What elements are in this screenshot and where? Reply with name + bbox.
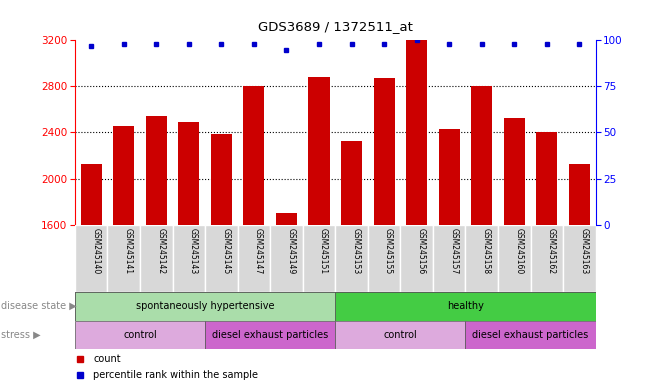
Bar	[531, 225, 563, 292]
Bar	[303, 225, 335, 292]
Text: GSM245143: GSM245143	[189, 228, 198, 274]
Bar	[471, 86, 492, 225]
Text: GSM245163: GSM245163	[579, 228, 589, 274]
Bar	[465, 321, 596, 349]
Text: spontaneously hypertensive: spontaneously hypertensive	[136, 301, 274, 311]
Text: GDS3689 / 1372511_at: GDS3689 / 1372511_at	[258, 20, 413, 33]
Text: GSM245153: GSM245153	[352, 228, 361, 274]
Bar	[498, 225, 531, 292]
Bar	[368, 225, 400, 292]
Text: GSM245145: GSM245145	[221, 228, 230, 274]
Bar	[341, 141, 362, 225]
Text: control: control	[123, 330, 157, 340]
Bar	[75, 321, 205, 349]
Text: GSM245158: GSM245158	[482, 228, 491, 274]
Bar	[140, 225, 173, 292]
Bar	[173, 225, 205, 292]
Text: GSM245160: GSM245160	[514, 228, 523, 274]
Bar	[400, 225, 433, 292]
Text: GSM245157: GSM245157	[449, 228, 458, 274]
Bar	[569, 164, 590, 225]
Text: GSM245141: GSM245141	[124, 228, 133, 274]
Text: diesel exhaust particles: diesel exhaust particles	[473, 330, 589, 340]
Bar	[243, 86, 264, 225]
Bar	[238, 225, 270, 292]
Bar	[178, 122, 199, 225]
Text: GSM245162: GSM245162	[547, 228, 556, 274]
Text: disease state ▶: disease state ▶	[1, 301, 76, 311]
Text: GSM245147: GSM245147	[254, 228, 263, 274]
Text: stress ▶: stress ▶	[1, 330, 40, 340]
Text: healthy: healthy	[447, 301, 484, 311]
Bar	[205, 225, 238, 292]
Bar	[205, 321, 335, 349]
Bar	[335, 321, 465, 349]
Text: GSM245151: GSM245151	[319, 228, 328, 274]
Text: GSM245149: GSM245149	[286, 228, 296, 274]
Text: GSM245156: GSM245156	[417, 228, 426, 274]
Text: GSM245142: GSM245142	[156, 228, 165, 274]
Text: percentile rank within the sample: percentile rank within the sample	[93, 370, 258, 381]
Text: control: control	[383, 330, 417, 340]
Bar	[439, 129, 460, 225]
Bar	[75, 225, 107, 292]
Bar	[113, 126, 134, 225]
Text: GSM245155: GSM245155	[384, 228, 393, 274]
Bar	[374, 78, 395, 225]
Bar	[81, 164, 102, 225]
Bar	[563, 225, 596, 292]
Text: diesel exhaust particles: diesel exhaust particles	[212, 330, 328, 340]
Text: GSM245140: GSM245140	[91, 228, 100, 274]
Bar	[146, 116, 167, 225]
Bar	[335, 225, 368, 292]
Bar	[309, 77, 329, 225]
Bar	[270, 225, 303, 292]
Bar	[504, 118, 525, 225]
Bar	[276, 213, 297, 225]
Text: count: count	[93, 354, 120, 364]
Bar	[75, 292, 335, 321]
Bar	[433, 225, 465, 292]
Bar	[335, 292, 596, 321]
Bar	[107, 225, 140, 292]
Bar	[536, 132, 557, 225]
Bar	[406, 40, 427, 225]
Bar	[211, 134, 232, 225]
Bar	[465, 225, 498, 292]
